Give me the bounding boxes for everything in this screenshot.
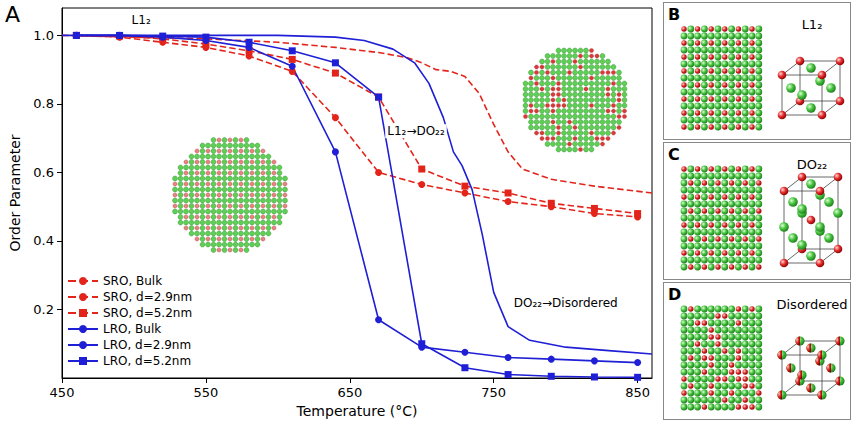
- svg-text:SRO, d=2.9nm: SRO, d=2.9nm: [103, 290, 192, 304]
- svg-text:L1₂→DO₂₂: L1₂→DO₂₂: [387, 124, 445, 138]
- svg-text:Temperature (°C): Temperature (°C): [296, 403, 418, 419]
- svg-text:DO₂₂: DO₂₂: [797, 157, 828, 172]
- svg-text:C: C: [668, 145, 680, 164]
- svg-text:0.6: 0.6: [33, 165, 54, 180]
- svg-text:SRO, Bulk: SRO, Bulk: [103, 274, 162, 288]
- svg-text:0.8: 0.8: [33, 96, 54, 111]
- svg-text:850: 850: [625, 385, 650, 400]
- svg-text:LRO, d=2.9nm: LRO, d=2.9nm: [103, 338, 191, 352]
- svg-text:1.0: 1.0: [33, 28, 54, 43]
- svg-text:A: A: [5, 2, 20, 27]
- svg-text:B: B: [668, 5, 680, 24]
- svg-text:D: D: [668, 285, 681, 304]
- svg-text:450: 450: [50, 385, 75, 400]
- svg-text:0.4: 0.4: [33, 233, 54, 248]
- svg-text:750: 750: [481, 385, 506, 400]
- svg-text:SRO, d=5.2nm: SRO, d=5.2nm: [103, 306, 192, 320]
- svg-text:Disordered: Disordered: [776, 297, 847, 312]
- svg-text:LRO, Bulk: LRO, Bulk: [103, 322, 161, 336]
- svg-text:LRO, d=5.2nm: LRO, d=5.2nm: [103, 354, 191, 368]
- svg-text:L1₂: L1₂: [132, 13, 151, 27]
- svg-text:DO₂₂→Disordered: DO₂₂→Disordered: [514, 296, 618, 310]
- svg-text:650: 650: [337, 385, 362, 400]
- svg-text:550: 550: [193, 385, 218, 400]
- svg-text:Order Parameter: Order Parameter: [7, 134, 23, 251]
- svg-text:0.2: 0.2: [33, 302, 54, 317]
- svg-text:L1₂: L1₂: [802, 17, 823, 32]
